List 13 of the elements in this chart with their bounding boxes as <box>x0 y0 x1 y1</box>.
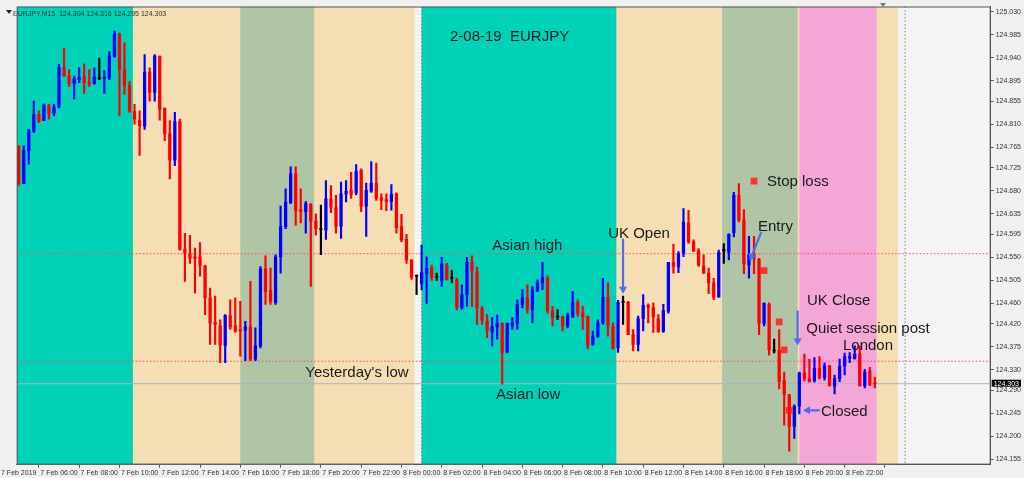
point <box>760 267 768 274</box>
annotation: Asian high <box>492 235 563 253</box>
point <box>775 318 783 326</box>
annotation: Asian low <box>496 384 561 402</box>
point <box>780 346 788 354</box>
annotation: Quiet session post London <box>805 319 931 353</box>
annotation: Entry <box>757 216 793 234</box>
point <box>750 177 758 185</box>
text: 2-08-19 EURJPY <box>450 27 570 45</box>
annotation: Stop loss <box>766 171 829 189</box>
annotation: Closed <box>821 401 868 419</box>
annotation: Yesterday's low <box>305 362 409 380</box>
annotation: UK Close <box>806 290 871 308</box>
